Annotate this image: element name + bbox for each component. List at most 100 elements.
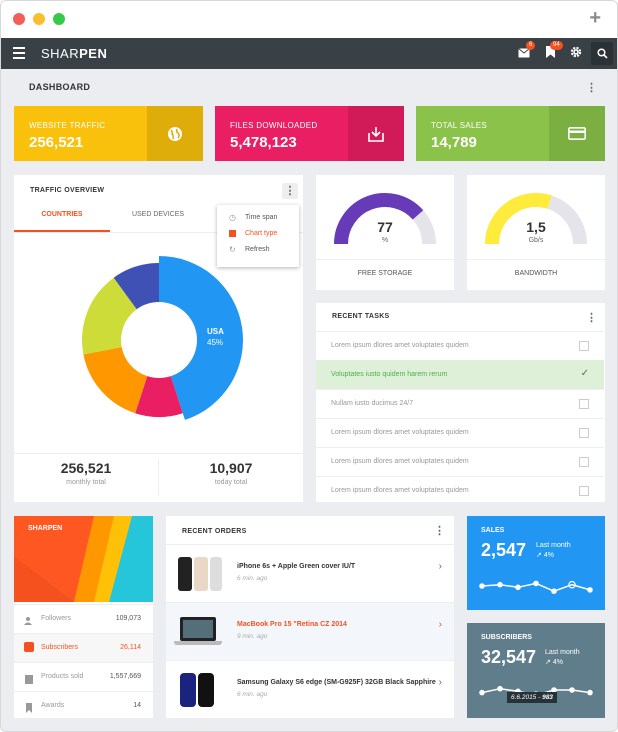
task-checkbox[interactable] (579, 341, 589, 351)
stat-card-files-downloaded[interactable]: FILES DOWNLOADED 5,478,123 (215, 106, 404, 161)
stat-label: TOTAL SALES (431, 121, 488, 130)
task-row[interactable]: Lorem ipsum dlores amet voluptates quide… (316, 476, 604, 505)
sales-card[interactable]: SALES 2,547 Last month ↗ 4% (467, 516, 605, 610)
card-title: RECENT ORDERS (182, 528, 247, 535)
tab-used-devices[interactable]: USED DEVICES (131, 211, 185, 218)
subscribers-card[interactable]: SUBSCRIBERS 32,547 Last month ↗ 4% 6.6.2… (467, 623, 605, 718)
close-window-button[interactable] (13, 13, 25, 25)
social-row-awards[interactable]: Awards 14 (14, 691, 153, 720)
donut-slice (135, 376, 183, 417)
order-row-highlighted[interactable]: MacBook Pro 15 "Retina CZ 2014 9 min. ag… (166, 602, 454, 660)
sparkline-point (587, 587, 593, 593)
task-row[interactable]: Nullam iusto ducimus 24/7 (316, 389, 604, 418)
sharpen-social-card: SHARPEN Followers 109,073 Subscribers 26,1… (14, 516, 153, 718)
brand-logo[interactable]: SHARPEN (41, 46, 108, 61)
check-icon[interactable]: ✓ (580, 368, 589, 379)
credit-card-icon (549, 106, 605, 161)
tab-countries[interactable]: COUNTRIES (41, 211, 83, 218)
clipboard-icon (24, 671, 34, 684)
sparkline-point (479, 689, 485, 696)
gauge-label: FREE STORAGE (357, 270, 413, 277)
task-row-done[interactable]: Voluptates iusto quidem harem rerum ✓ (316, 360, 604, 389)
subscribers-icon (24, 642, 34, 652)
gear-icon[interactable] (567, 45, 585, 63)
traffic-donut-chart (82, 256, 244, 420)
sales-trend: ↗ 4% (536, 552, 554, 559)
gauge-divider (467, 259, 605, 260)
chevron-right-icon[interactable]: › (438, 561, 442, 572)
stat-value: 256,521 (29, 134, 84, 151)
gauge-value: 1,5 (526, 219, 546, 235)
dashboard-more-icon[interactable]: ⋮ (586, 82, 597, 94)
stat-value: 5,478,123 (230, 134, 297, 151)
task-checkbox[interactable] (579, 457, 589, 467)
card-title: RECENT TASKS (332, 313, 390, 320)
gauge-divider (316, 259, 454, 260)
search-icon (597, 48, 608, 59)
task-row[interactable]: Lorem ipsum dlores amet voluptates quide… (316, 418, 604, 447)
stat-label: WEBSITE TRAFFIC (29, 121, 106, 130)
new-tab-icon[interactable]: + (589, 7, 601, 29)
sparkline-point (533, 580, 539, 587)
sparkline-point (497, 685, 503, 692)
stat-value: 14,789 (431, 134, 477, 151)
page-title: DASHBOARD (29, 82, 91, 92)
sparkline-point (515, 584, 521, 591)
sparkline-point (479, 583, 485, 589)
trend-up-icon: ↗ (545, 659, 551, 666)
subscribers-sub: Last month (545, 649, 580, 656)
galaxy-thumbnail (176, 671, 220, 709)
messages-icon[interactable] (515, 45, 533, 63)
task-row[interactable]: Lorem ipsum dlores amet voluptates quide… (316, 331, 604, 360)
menu-item-chart-type[interactable]: Chart type (245, 230, 278, 237)
stat-card-website-traffic[interactable]: WEBSITE TRAFFIC 256,521 (14, 106, 203, 161)
chevron-right-icon[interactable]: › (438, 619, 442, 630)
order-row[interactable]: Samsung Galaxy S6 edge (SM-G925F) 32GB B… (166, 660, 454, 718)
orders-more-icon[interactable]: ⋮ (434, 525, 445, 537)
donut-slice (159, 256, 244, 420)
sparkline-point (568, 580, 576, 589)
trend-up-icon: ↗ (536, 552, 542, 559)
stat-card-total-sales[interactable]: TOTAL SALES 14,789 (416, 106, 605, 161)
social-row-products-sold[interactable]: Products sold 1,557,669 (14, 662, 153, 691)
tasks-more-icon[interactable]: ⋮ (586, 312, 597, 324)
download-icon (348, 106, 404, 161)
social-row-followers[interactable]: Followers 109,073 (14, 604, 153, 633)
sales-value: 2,547 (481, 540, 527, 560)
minimize-window-button[interactable] (33, 13, 45, 25)
gauge-unit: % (381, 237, 389, 244)
sparkline-tooltip: 6.6.2015 - 983 (507, 692, 557, 703)
social-title: SHARPEN (28, 525, 63, 532)
window-titlebar: + (1, 1, 617, 38)
clock-icon: ◷ (229, 213, 236, 222)
macbook-thumbnail (174, 617, 222, 647)
sales-sub: Last month (536, 542, 571, 549)
sparkline-point (497, 581, 503, 588)
task-checkbox[interactable] (579, 486, 589, 496)
menu-item-refresh[interactable]: Refresh (245, 246, 270, 253)
iphone-thumbnail (174, 555, 222, 593)
order-row[interactable]: iPhone 6s + Apple Green cover IU/T 6 min… (166, 544, 454, 602)
chart-icon (229, 230, 236, 237)
gauge-fill (485, 193, 552, 245)
stat-label: FILES DOWNLOADED (230, 121, 318, 130)
donut-slice (113, 263, 159, 310)
gauge-unit: Gb/s (528, 237, 544, 244)
bandwidth-card: 1,5 Gb/s BANDWIDTH (467, 175, 605, 290)
menu-icon[interactable] (13, 47, 25, 59)
maximize-window-button[interactable] (53, 13, 65, 25)
task-checkbox[interactable] (579, 428, 589, 438)
top-navbar: SHARPEN 6 94 (1, 38, 617, 69)
social-row-subscribers[interactable]: Subscribers 26,114 (14, 633, 153, 662)
subscribers-value: 32,547 (481, 647, 537, 667)
menu-item-time-span[interactable]: Time span (245, 214, 278, 221)
task-checkbox[interactable] (579, 399, 589, 409)
sparkline-point (569, 687, 575, 693)
chevron-right-icon[interactable]: › (438, 677, 442, 688)
task-row[interactable]: Lorem ipsum dlores amet voluptates quide… (316, 447, 604, 476)
search-button[interactable] (591, 42, 613, 65)
subscribers-title: SUBSCRIBERS (481, 634, 532, 641)
traffic-more-icon[interactable]: ⋮ (282, 183, 298, 199)
users-icon (24, 613, 34, 625)
